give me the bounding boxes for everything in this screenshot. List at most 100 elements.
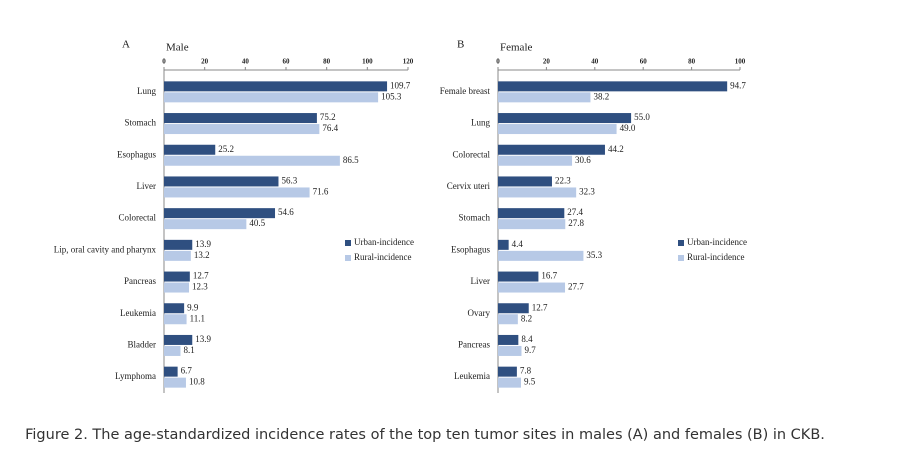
category-label: Cervix uteri: [447, 181, 491, 191]
bar: [164, 282, 190, 293]
value-label: 49.0: [620, 123, 636, 133]
x-tick-label: 60: [640, 58, 648, 66]
value-label: 6.7: [181, 366, 193, 376]
chart-title: Male: [166, 42, 189, 54]
bar: [164, 155, 340, 166]
bar: [164, 366, 178, 377]
bar: [164, 334, 193, 345]
bar: [164, 176, 279, 187]
value-label: 54.6: [278, 207, 294, 217]
value-label: 8.2: [521, 313, 532, 323]
value-label: 71.6: [313, 187, 329, 197]
value-label: 13.2: [194, 250, 210, 260]
value-label: 109.7: [390, 80, 411, 90]
bar: [164, 81, 388, 92]
value-label: 9.5: [524, 377, 536, 387]
x-tick-label: 40: [242, 58, 250, 66]
value-label: 30.6: [575, 155, 591, 165]
value-label: 12.3: [192, 282, 208, 292]
value-label: 27.8: [568, 218, 584, 228]
bar: [498, 124, 617, 135]
bar: [498, 250, 584, 261]
panel-letter: A: [122, 39, 130, 51]
category-label: Pancreas: [124, 276, 156, 286]
bar: [498, 176, 552, 187]
bar: [498, 81, 728, 92]
legend-label: Urban-incidence: [687, 237, 747, 247]
bar: [164, 124, 320, 135]
legend-label: Rural-incidence: [354, 252, 411, 262]
x-tick-label: 0: [496, 58, 500, 66]
value-label: 75.2: [320, 112, 336, 122]
bar: [498, 187, 577, 198]
bar: [164, 187, 310, 198]
value-label: 40.5: [249, 218, 265, 228]
bar: [498, 155, 573, 166]
bar: [498, 271, 539, 282]
category-label: Leukemia: [120, 308, 156, 318]
category-label: Colorectal: [453, 149, 491, 159]
legend-swatch: [678, 255, 684, 261]
bar: [498, 314, 518, 325]
category-label: Liver: [137, 181, 157, 191]
value-label: 56.3: [281, 176, 297, 186]
x-tick-label: 120: [403, 58, 414, 66]
caption: Figure 2. The age-standardized incidence…: [25, 427, 825, 443]
value-label: 8.4: [521, 334, 533, 344]
bar: [498, 219, 566, 230]
bar: [164, 208, 276, 219]
category-label: Colorectal: [119, 213, 157, 223]
category-label: Lung: [137, 86, 156, 96]
x-tick-label: 80: [688, 58, 696, 66]
x-tick-label: 20: [201, 58, 209, 66]
value-label: 12.7: [532, 302, 548, 312]
bar: [498, 282, 566, 293]
bar: [164, 219, 247, 230]
value-label: 55.0: [634, 112, 650, 122]
bar: [164, 239, 193, 250]
category-label: Leukemia: [454, 371, 490, 381]
chart-title: Female: [500, 42, 532, 54]
bar: [498, 92, 591, 103]
x-tick-label: 60: [283, 58, 291, 66]
bar: [498, 334, 519, 345]
category-label: Female breast: [440, 86, 491, 96]
category-label: Ovary: [468, 308, 491, 318]
legend-label: Rural-incidence: [687, 252, 744, 262]
legend-swatch: [345, 240, 351, 246]
value-label: 16.7: [541, 271, 557, 281]
bar: [164, 144, 216, 155]
value-label: 8.1: [183, 345, 194, 355]
value-label: 9.7: [524, 345, 536, 355]
category-label: Stomach: [125, 118, 157, 128]
bar: [164, 92, 379, 103]
value-label: 35.3: [586, 250, 602, 260]
bar: [498, 239, 509, 250]
x-tick-label: 100: [362, 58, 373, 66]
bar: [164, 250, 191, 261]
x-tick-label: 40: [591, 58, 599, 66]
category-label: Bladder: [128, 340, 157, 350]
value-label: 4.4: [512, 239, 524, 249]
legend-label: Urban-incidence: [354, 237, 414, 247]
bar: [164, 303, 185, 314]
bar: [498, 113, 632, 124]
value-label: 9.9: [187, 302, 199, 312]
category-label: Lip, oral cavity and pharynx: [54, 244, 157, 254]
x-tick-label: 100: [735, 58, 746, 66]
value-label: 44.2: [608, 144, 624, 154]
value-label: 94.7: [730, 80, 746, 90]
value-label: 38.2: [593, 91, 609, 101]
value-label: 76.4: [322, 123, 338, 133]
value-label: 22.3: [555, 176, 571, 186]
bar: [164, 113, 317, 124]
bar: [164, 314, 187, 325]
category-label: Lung: [471, 118, 490, 128]
value-label: 27.4: [567, 207, 583, 217]
bar: [498, 144, 605, 155]
value-label: 12.7: [193, 271, 209, 281]
value-label: 13.9: [195, 334, 211, 344]
bar: [498, 345, 522, 356]
